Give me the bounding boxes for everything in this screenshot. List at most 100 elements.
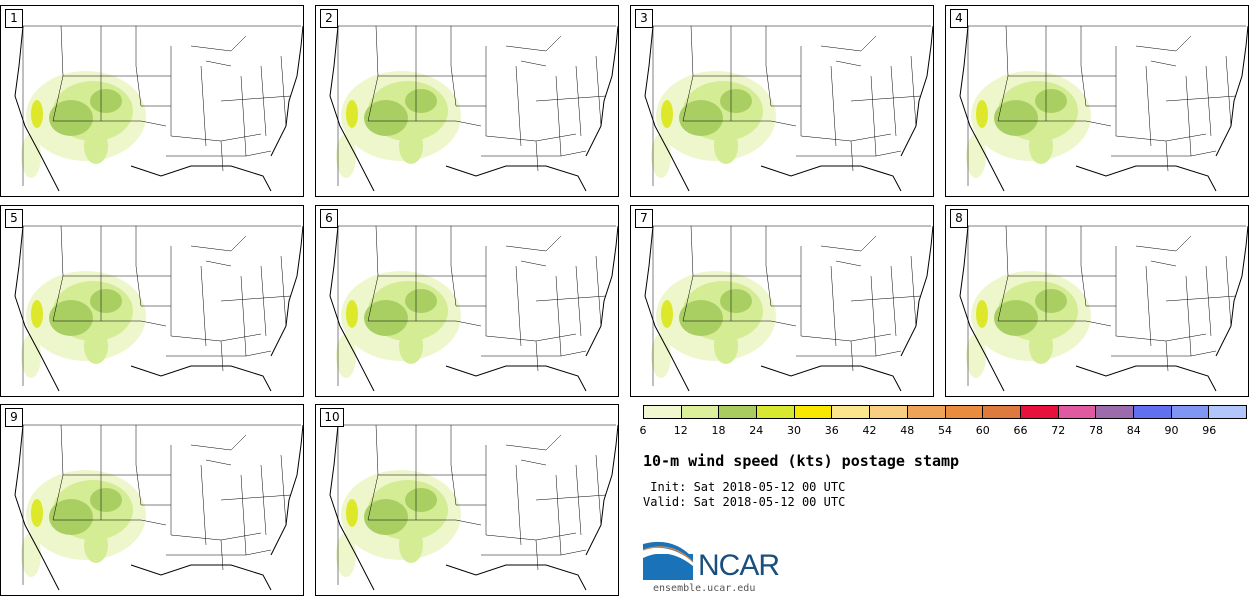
wind-contour (1029, 328, 1053, 364)
wind-contour (336, 134, 356, 178)
wind-contour (84, 328, 108, 364)
colorbar-tick-label: 96 (1202, 424, 1217, 437)
colorbar-segment (1096, 406, 1134, 418)
wind-contour (714, 328, 738, 364)
colorbar-segment (1171, 406, 1210, 418)
colorbar-segment (794, 406, 833, 418)
colorbar-tick-label: 54 (938, 424, 952, 437)
colorbar-tick-label: 18 (711, 424, 726, 437)
wind-contour (21, 533, 41, 577)
wind-contour (405, 488, 437, 512)
colorbar-segment (757, 406, 795, 418)
colorbar-tick-label: 84 (1126, 424, 1141, 437)
wind-contour (84, 128, 108, 164)
colorbar-tick-label: 78 (1089, 424, 1103, 437)
member-number: 9 (5, 408, 23, 427)
colorbar-tick-label: 36 (824, 424, 839, 437)
colorbar-segment (832, 406, 871, 418)
map-plot (329, 25, 618, 192)
colorbar-segment (681, 406, 720, 418)
colorbar-segment (719, 406, 758, 418)
wind-contour (720, 289, 752, 313)
init-time: Init: Sat 2018-05-12 00 UTC (643, 480, 846, 494)
wind-contour (49, 300, 93, 336)
stamp-panel: 3 (630, 5, 934, 197)
wind-contour (1035, 289, 1067, 313)
wind-contour (976, 100, 988, 128)
wind-contour (346, 300, 358, 328)
colorbar-tick-label: 30 (787, 424, 801, 437)
logo-name: NCAR (698, 549, 780, 582)
stamp-panel: 8 (945, 205, 1249, 397)
stamp-panel: 5 (0, 205, 304, 397)
member-number: 8 (950, 209, 968, 228)
wind-contour (994, 300, 1038, 336)
wind-contour (31, 300, 43, 328)
colorbar-tick-label: 60 (975, 424, 990, 437)
stamp-panel: 10 (315, 404, 619, 596)
colorbar-segment (1133, 406, 1172, 418)
member-number: 1 (5, 9, 23, 28)
stamp-panel: 2 (315, 5, 619, 197)
wind-contour (31, 100, 43, 128)
wind-contour (84, 527, 108, 563)
wind-contour (21, 134, 41, 178)
member-number: 2 (320, 9, 338, 28)
wind-contour (399, 527, 423, 563)
colorbar-tick-label: 90 (1164, 424, 1179, 437)
wind-contour (1035, 89, 1067, 113)
logo-url: ensemble.ucar.edu (653, 583, 756, 594)
member-number: 10 (320, 408, 344, 427)
member-number: 7 (635, 209, 653, 228)
colorbar-tick-label: 48 (900, 424, 915, 437)
wind-contour (90, 289, 122, 313)
colorbar-tick-label: 72 (1051, 424, 1066, 437)
colorbar-tick-label: 6 (639, 424, 647, 437)
map-plot (329, 225, 618, 392)
member-number: 3 (635, 9, 653, 28)
stamp-panel: 9 (0, 404, 304, 596)
ncar-logo-icon (643, 541, 694, 580)
wind-contour (966, 134, 986, 178)
map-plot (644, 25, 933, 192)
map-plot (959, 225, 1248, 392)
wind-contour (714, 128, 738, 164)
wind-contour (364, 100, 408, 136)
wind-contour (976, 300, 988, 328)
wind-contour (336, 334, 356, 378)
wind-contour (679, 100, 723, 136)
wind-contour (90, 89, 122, 113)
wind-contour (661, 300, 673, 328)
wind-contour (966, 334, 986, 378)
wind-contour (399, 328, 423, 364)
colorbar-segment (644, 406, 682, 418)
wind-contour (49, 100, 93, 136)
stamp-panel: 1 (0, 5, 304, 197)
wind-contour (651, 134, 671, 178)
colorbar-tick-label: 12 (673, 424, 688, 437)
wind-contour (994, 100, 1038, 136)
wind-contour (405, 89, 437, 113)
map-plot (644, 225, 933, 392)
colorbar-segment (1058, 406, 1097, 418)
colorbar-segment (870, 406, 908, 418)
member-number: 6 (320, 209, 338, 228)
wind-contour (651, 334, 671, 378)
wind-contour (346, 100, 358, 128)
wind-contour (21, 334, 41, 378)
valid-time: Valid: Sat 2018-05-12 00 UTC (643, 495, 846, 509)
colorbar-segment (983, 406, 1021, 418)
wind-contour (405, 289, 437, 313)
wind-contour (399, 128, 423, 164)
member-number: 4 (950, 9, 968, 28)
map-plot (329, 424, 618, 591)
member-number: 5 (5, 209, 23, 228)
wind-contour (720, 89, 752, 113)
wind-contour (90, 488, 122, 512)
colorbar-segment (1020, 406, 1059, 418)
colorbar-tick-label: 42 (862, 424, 877, 437)
map-plot (14, 225, 303, 392)
wind-contour (49, 499, 93, 535)
wind-contour (679, 300, 723, 336)
wind-contour (364, 499, 408, 535)
